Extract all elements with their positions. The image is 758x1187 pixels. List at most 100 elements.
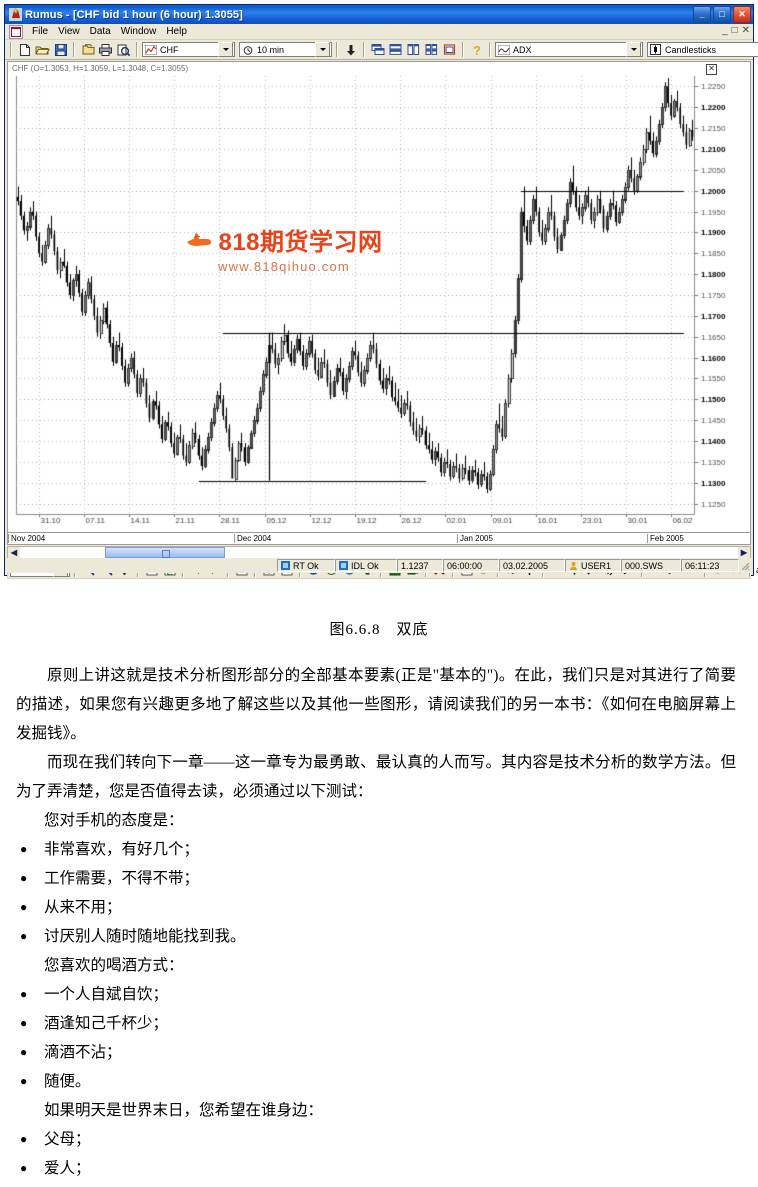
chevron-down-icon[interactable] (218, 42, 233, 57)
symbol-combo-value: CHF (160, 44, 179, 55)
status-message (7, 559, 277, 572)
status-cell-clock: 06:11:23 (681, 559, 739, 572)
style-combo[interactable]: Candlesticks (647, 42, 758, 57)
rumus-app-icon (9, 8, 22, 21)
resize-grip-icon[interactable] (739, 560, 751, 572)
menu-item-window[interactable]: Window (120, 26, 157, 37)
single-window-icon[interactable] (441, 42, 458, 58)
month-label: Dec 2004 (234, 534, 271, 543)
question-prompt-2: 您喜欢的喝酒方式： (44, 957, 184, 974)
toolbar-separator (73, 42, 75, 57)
month-band: Nov 2004 Dec 2004 Jan 2005 Feb 2005 (7, 533, 751, 545)
chart-canvas-container[interactable]: CHF (O=1.3053, H=1.3059, L=1.3048, C=1.3… (7, 61, 751, 533)
main-toolbar[interactable]: CHF 10 min (5, 40, 758, 60)
toolbar-separator (136, 42, 138, 57)
timeframe-combo-value: 10 min (257, 44, 285, 55)
status-cell-date: 03.02.2005 (499, 559, 565, 572)
toolbar-separator (363, 42, 365, 57)
list-item: 爱人； (0, 1154, 758, 1183)
menu-bar[interactable]: File View Data Window Help _ □ ✕ (5, 24, 753, 40)
download-arrow-icon[interactable] (342, 42, 359, 58)
price-chart[interactable] (8, 62, 750, 532)
list-item: 非常喜欢，有好几个； (0, 835, 758, 864)
toolbar-separator (336, 42, 338, 57)
new-document-icon[interactable] (16, 42, 33, 58)
status-cell-user: USER1 (565, 559, 621, 572)
paragraph-2: 而现在我们转向下一章——这一章专为最勇敢、最认真的人而写。其内容是技术分析的数学… (16, 754, 736, 800)
list-item: 酒逢知己千杯少； (0, 1009, 758, 1038)
style-combo-value: Candlesticks (665, 44, 717, 55)
list-item: 我不喜欢这样的假设； (0, 1183, 758, 1187)
question-prompt-3: 如果明天是世界末日，您希望在谁身边： (44, 1102, 324, 1119)
indicator-combo-value: ADX (513, 44, 532, 55)
tile-vertical-icon[interactable] (405, 42, 422, 58)
close-button[interactable]: ✕ (733, 6, 751, 23)
open-folder-icon[interactable] (34, 42, 51, 58)
symbol-combo[interactable]: CHF (142, 42, 235, 57)
tile-grid-icon[interactable] (423, 42, 440, 58)
mdi-window-controls[interactable]: _ □ ✕ (722, 25, 750, 37)
status-cell-label: USER1 (581, 560, 612, 571)
cascade-windows-icon[interactable] (369, 42, 386, 58)
svg-text:?: ? (473, 43, 481, 57)
menu-item-data[interactable]: Data (89, 26, 111, 37)
mdi-document-icon[interactable] (9, 24, 23, 39)
scrollbar-track[interactable] (20, 547, 738, 558)
minimize-button[interactable]: _ (693, 6, 711, 23)
list-item: 工作需要，不得不带； (0, 864, 758, 893)
list-item: 随便。 (0, 1067, 758, 1096)
svg-text:abI: abI (756, 564, 758, 576)
question-options-2: 一个人自斌自饮； 酒逢知己千杯少； 滴酒不沾； 随便。 (0, 980, 758, 1096)
mdi-restore-button[interactable]: □ (731, 25, 738, 36)
status-cell-rt: RT Ok (277, 559, 335, 572)
help-question-icon[interactable]: ? (468, 42, 485, 58)
document-body: 图6.6.8 双底 原则上讲这就是技术分析图形部分的全部基本要素(正是"基本的"… (0, 600, 758, 1187)
print-icon[interactable] (97, 42, 114, 58)
window-controls[interactable]: _ □ ✕ (693, 6, 751, 23)
tile-horizontal-icon[interactable] (387, 42, 404, 58)
chart-close-icon[interactable]: ✕ (706, 64, 717, 75)
rumus-application-window: Rumus - [CHF bid 1 hour (6 hour) 1.3055]… (4, 4, 758, 579)
chart-horizontal-scrollbar[interactable]: ◀ ▶ (7, 546, 751, 559)
scroll-left-button[interactable]: ◀ (10, 548, 18, 557)
list-item: 从来不用； (0, 893, 758, 922)
question-options-1: 非常喜欢，有好几个； 工作需要，不得不带； 从来不用； 讨厌别人随时随地能找到我… (0, 835, 758, 951)
question-prompt-1: 您对手机的态度是： (44, 812, 184, 829)
list-item: 讨厌别人随时随地能找到我。 (0, 922, 758, 951)
indicator-combo[interactable]: ADX (495, 42, 643, 57)
month-label: Jan 2005 (457, 534, 493, 543)
status-cell-file: 000.SWS (621, 559, 681, 572)
clock-icon (241, 44, 254, 55)
toolbar-separator (10, 42, 12, 57)
user-icon (570, 562, 577, 570)
text-label-icon[interactable]: abI (755, 562, 758, 578)
toolbar-separator (489, 42, 491, 57)
status-cell-time: 06:00:00 (443, 559, 499, 572)
month-label: Nov 2004 (8, 534, 45, 543)
menu-item-help[interactable]: Help (166, 26, 187, 37)
mdi-minimize-button[interactable]: _ (722, 25, 728, 36)
status-bar: RT Ok IDL Ok 1.1237 06:00:00 03.02.2005 … (7, 558, 751, 573)
indicator-icon (497, 44, 510, 55)
scrollbar-thumb[interactable] (105, 547, 225, 558)
chevron-down-icon[interactable] (626, 42, 641, 57)
menu-item-view[interactable]: View (58, 26, 80, 37)
list-item: 滴酒不沾； (0, 1038, 758, 1067)
scroll-right-button[interactable]: ▶ (740, 548, 748, 557)
question-options-3: 父母； 爱人； 我不喜欢这样的假设； (0, 1125, 758, 1187)
status-cell-label: RT Ok (293, 560, 319, 571)
mdi-close-button[interactable]: ✕ (741, 25, 750, 36)
status-cell-idl: IDL Ok (335, 559, 397, 572)
chart-header-label: CHF (O=1.3053, H=1.3059, L=1.3048, C=1.3… (12, 64, 189, 73)
maximize-button[interactable]: □ (713, 6, 731, 23)
chevron-down-icon[interactable] (315, 42, 330, 57)
status-cell-price: 1.1237 (397, 559, 443, 572)
month-label: Feb 2005 (647, 534, 684, 543)
figure-caption: 图6.6.8 双底 (329, 622, 429, 638)
timeframe-combo[interactable]: 10 min (239, 42, 332, 57)
print-preview-icon[interactable] (115, 42, 132, 58)
title-bar[interactable]: Rumus - [CHF bid 1 hour (6 hour) 1.3055]… (5, 5, 753, 24)
save-disk-icon[interactable] (52, 42, 69, 58)
copy-icon[interactable] (79, 42, 96, 58)
menu-item-file[interactable]: File (32, 26, 49, 37)
